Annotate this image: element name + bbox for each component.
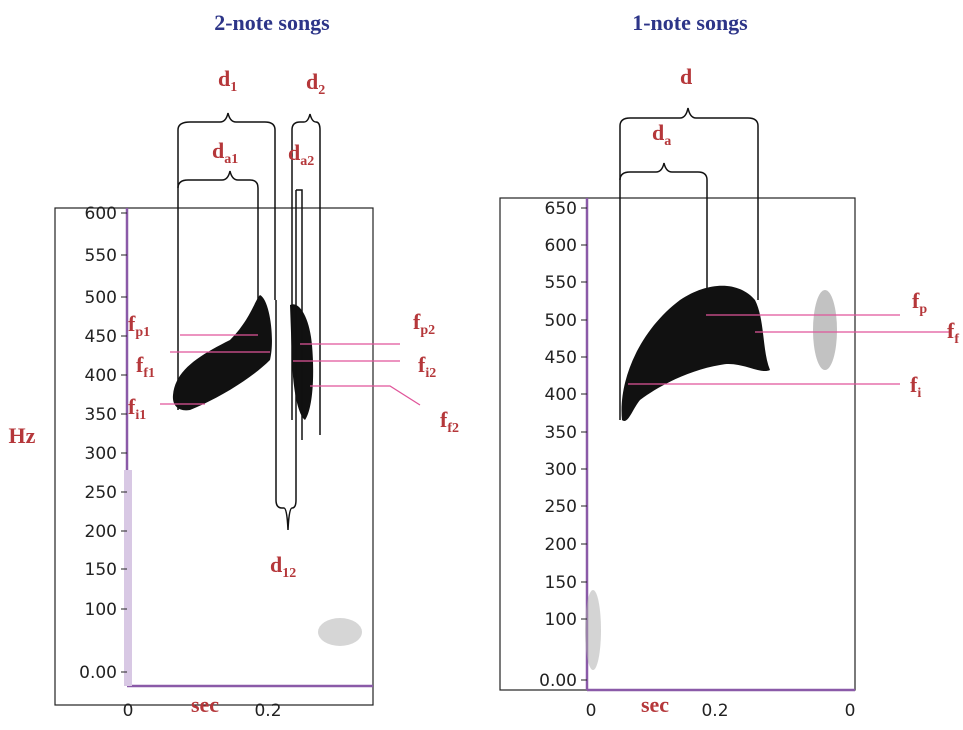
annotation-sub: f — [954, 332, 959, 347]
annotation-sub: i1 — [135, 408, 146, 423]
y-tick-label: 100 — [545, 610, 577, 630]
bracket — [619, 107, 759, 420]
x-tick-label: 0 — [586, 701, 597, 721]
x-tick-label: 0.2 — [701, 701, 728, 721]
y-tick-label: 600 — [545, 236, 577, 256]
annotation-sub: a — [664, 134, 671, 149]
y-tick-label: 150 — [545, 573, 577, 593]
x-axis-label: sec — [191, 692, 219, 717]
annotation: fi — [910, 372, 921, 401]
y-tick-label: 450 — [85, 327, 117, 347]
y-tick-label: 400 — [545, 385, 577, 405]
annotation-base: d — [212, 138, 224, 163]
annotation: fp — [912, 288, 927, 317]
annotation-sub: p1 — [135, 325, 150, 340]
annotation: da1 — [212, 138, 238, 167]
annotation: d — [680, 64, 692, 89]
panel-frame — [54, 207, 374, 706]
annotation-sub: 2 — [318, 83, 325, 98]
noise — [318, 618, 362, 646]
annotation-base: d — [288, 140, 300, 165]
annotation-base: f — [413, 309, 421, 334]
y-tick-label: 550 — [545, 273, 577, 293]
spectrogram-note — [621, 285, 770, 421]
panel-title: 2-note songs — [214, 10, 330, 35]
annotation-base: f — [128, 311, 136, 336]
annotation: d12 — [270, 552, 296, 581]
y-tick-label: 100 — [85, 600, 117, 620]
annotation: d2 — [306, 69, 325, 98]
annotation-base: d — [680, 64, 692, 89]
y-axis-label: Hz — [9, 423, 36, 448]
annotation-base: f — [440, 407, 448, 432]
x-tick-label: 0 — [845, 701, 856, 721]
noise — [585, 590, 601, 670]
y-tick-label: 600 — [85, 204, 117, 224]
annotation-base: f — [912, 288, 920, 313]
annotation: da — [652, 120, 671, 149]
y-tick-label: 250 — [85, 483, 117, 503]
y-tick-label: 450 — [545, 348, 577, 368]
annotation-sub: f1 — [143, 366, 155, 381]
y-tick-label: 350 — [85, 405, 117, 425]
x-tick-label: 0 — [123, 701, 134, 721]
axis-shade — [124, 470, 132, 686]
annotation: ff1 — [136, 352, 155, 381]
pointer — [310, 385, 421, 406]
y-tick-label: 0.00 — [539, 671, 577, 691]
annotation-base: f — [136, 352, 144, 377]
annotation: fp2 — [413, 309, 435, 338]
annotation-sub: a2 — [300, 154, 314, 169]
annotation-base: f — [947, 318, 955, 343]
bracket — [291, 113, 321, 435]
annotation-sub: i — [917, 386, 921, 401]
y-tick-label: 200 — [85, 522, 117, 542]
y-tick-label: 200 — [545, 535, 577, 555]
annotation: ff — [947, 318, 959, 347]
y-tick-label: 250 — [545, 497, 577, 517]
annotation-sub: 1 — [230, 80, 237, 95]
y-tick-label: 550 — [85, 246, 117, 266]
annotation: ff2 — [440, 407, 459, 436]
annotation: fp1 — [128, 311, 150, 340]
y-tick-label: 150 — [85, 560, 117, 580]
bracket — [177, 112, 276, 410]
annotation-sub: i2 — [425, 366, 436, 381]
y-tick-label: 500 — [545, 311, 577, 331]
y-tick-label: 350 — [545, 423, 577, 443]
y-tick-label: 0.00 — [79, 663, 117, 683]
annotation-base: f — [418, 352, 426, 377]
spectrogram-note-1 — [172, 295, 272, 411]
noise — [813, 290, 837, 370]
annotation: da2 — [288, 140, 314, 169]
annotation: fi2 — [418, 352, 436, 381]
annotation-base: d — [652, 120, 664, 145]
annotation-sub: p2 — [420, 323, 435, 338]
y-tick-label: 650 — [545, 199, 577, 219]
y-tick-label: 300 — [545, 460, 577, 480]
annotation-sub: a1 — [224, 152, 238, 167]
x-axis-label: sec — [641, 692, 669, 717]
panel-title: 1-note songs — [632, 10, 748, 35]
annotation-base: f — [910, 372, 918, 397]
bracket — [177, 170, 259, 300]
annotation-base: d — [218, 66, 230, 91]
annotation: fi1 — [128, 394, 146, 423]
annotation-base: d — [270, 552, 282, 577]
y-tick-label: 300 — [85, 444, 117, 464]
x-tick-label: 0.2 — [254, 701, 281, 721]
annotation-base: f — [128, 394, 136, 419]
annotation: d1 — [218, 66, 237, 95]
annotation-sub: 12 — [282, 566, 296, 581]
bracket — [275, 189, 303, 531]
annotation-sub: f2 — [447, 421, 459, 436]
bracket — [619, 162, 708, 290]
annotation-sub: p — [919, 302, 927, 317]
annotation-base: d — [306, 69, 318, 94]
y-tick-label: 400 — [85, 366, 117, 386]
y-tick-label: 500 — [85, 288, 117, 308]
